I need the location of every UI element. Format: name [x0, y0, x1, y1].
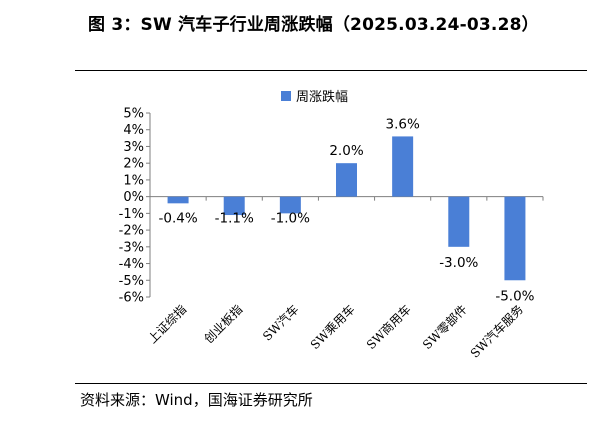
y-tick-label: 3%	[123, 140, 144, 155]
y-tick-label: -4%	[119, 257, 144, 272]
category-label: 创业板指	[201, 302, 246, 347]
data-label: -3.0%	[439, 255, 478, 271]
bottom-rule	[75, 383, 587, 384]
y-tick-label: -1%	[119, 207, 144, 222]
y-ticks: 5%4% 3% 2%1% 0% -1% -2%-3% -4% -5% -6%	[119, 107, 150, 306]
legend-swatch	[281, 91, 291, 101]
data-label: -0.4%	[158, 211, 197, 227]
y-tick-label: 5%	[123, 107, 144, 122]
category-label: SW商用车	[363, 302, 414, 353]
data-label: 2.0%	[329, 143, 363, 159]
y-tick-label: -2%	[119, 224, 144, 239]
data-label: -1.0%	[271, 211, 310, 227]
bar	[167, 196, 189, 204]
y-tick-label: -3%	[119, 240, 144, 255]
data-label: 3.6%	[385, 116, 419, 132]
figure-title: 图 3：SW 汽车子行业周涨跌幅（2025.03.24-03.28）	[88, 15, 539, 35]
category-label: SW零部件	[419, 302, 470, 353]
source-note: 资料来源：Wind，国海证券研究所	[80, 391, 313, 409]
y-tick-label: 4%	[123, 123, 144, 138]
x-ticks	[149, 196, 544, 201]
category-label: SW乘用车	[307, 302, 358, 353]
category-label: SW汽车服务	[467, 302, 526, 361]
legend-label: 周涨跌幅	[296, 89, 348, 105]
bar	[223, 196, 245, 216]
bar	[448, 196, 470, 247]
y-tick-label: 0%	[123, 190, 144, 205]
y-tick-label: 2%	[123, 157, 144, 172]
bar	[392, 136, 414, 197]
y-tick-label: -6%	[119, 291, 144, 306]
bar-chart: 周涨跌幅 5%4% 3% 2%1% 0% -1% -2%-3% -4% -5% -6% -0.4…	[119, 89, 544, 361]
category-label: 上证综指	[145, 302, 190, 347]
data-label: -5.0%	[495, 288, 534, 304]
top-rule	[75, 70, 587, 71]
data-label: -1.1%	[215, 211, 254, 227]
bar	[336, 163, 357, 197]
y-tick-label: -5%	[119, 274, 144, 289]
bars	[167, 136, 526, 281]
legend: 周涨跌幅	[281, 89, 348, 105]
y-tick-label: 1%	[123, 173, 144, 188]
category-label: SW汽车	[259, 302, 301, 344]
value-labels: -0.4% -1.1% -1.0% 2.0% 3.6% -3.0% -5.0%	[158, 116, 534, 304]
bar	[504, 196, 526, 281]
bar	[279, 196, 301, 214]
